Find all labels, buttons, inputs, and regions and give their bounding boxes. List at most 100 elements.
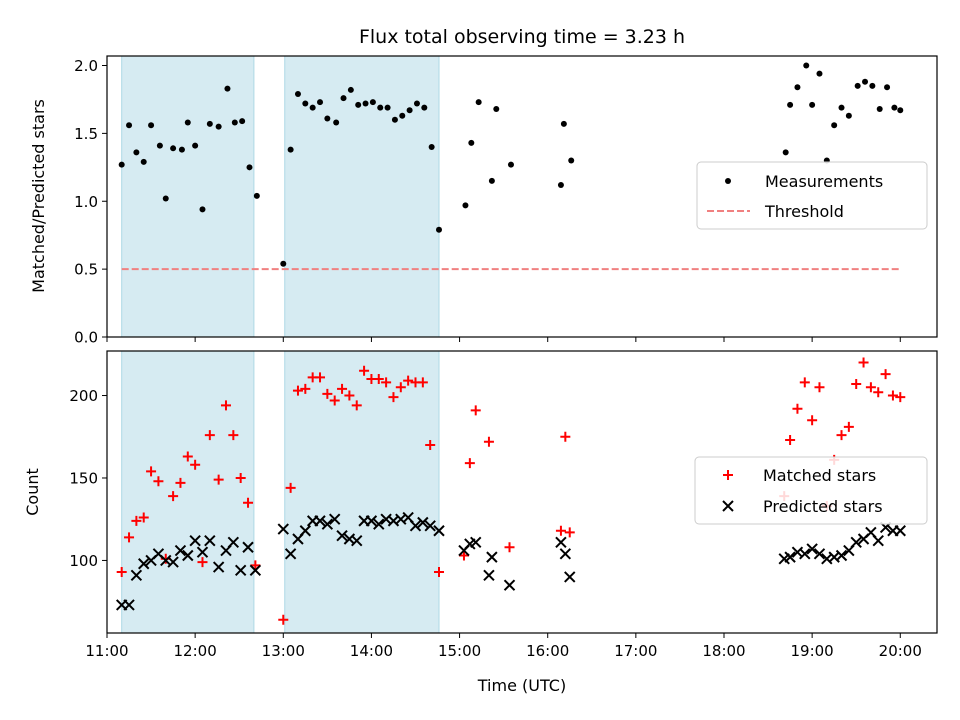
measurement-point: [148, 122, 155, 129]
predicted-star-point: [299, 525, 312, 537]
matched-star-point: [470, 405, 481, 416]
legend-top: Measurements Threshold: [696, 161, 928, 230]
x-tick-label: 11:00: [85, 642, 128, 660]
x-axis-label: Time (UTC): [477, 676, 566, 695]
matched-star-point: [785, 435, 796, 446]
measurement-point: [462, 202, 469, 209]
measurement-point: [428, 143, 435, 150]
matched-star-point: [792, 403, 803, 414]
measurement-point: [809, 101, 816, 108]
measurement-point: [854, 82, 861, 89]
matched-star-point: [873, 387, 884, 398]
matched-star-point: [464, 458, 475, 469]
predicted-star-point: [204, 534, 216, 547]
measurement-point: [140, 158, 147, 165]
measurement-point: [421, 104, 428, 111]
predicted-star-point: [130, 569, 143, 581]
predicted-star-point: [321, 518, 334, 530]
measurement-point: [468, 139, 475, 146]
matched-star-point: [329, 395, 340, 406]
measurement-point: [862, 78, 869, 85]
predicted-star-point: [314, 515, 326, 527]
matched-star-point: [865, 382, 876, 393]
measurement-point: [178, 146, 185, 153]
measurement-point: [891, 104, 898, 111]
matched-star-point: [807, 415, 818, 426]
matched-star-point: [153, 476, 164, 487]
predicted-star-point: [784, 551, 796, 563]
measurement-point: [126, 122, 133, 129]
y-tick-label: 0.5: [74, 261, 98, 279]
measurement-point: [406, 107, 413, 114]
shaded-interval: [284, 55, 440, 338]
measurement-point: [436, 226, 442, 233]
measurement-point: [287, 146, 294, 153]
measurement-point: [215, 123, 222, 130]
measurement-point: [156, 142, 163, 149]
measurement-point: [324, 115, 331, 122]
measurement-point: [884, 84, 891, 91]
measurement-point: [309, 104, 316, 111]
matched-star-point: [337, 383, 348, 394]
x-tick-label: 12:00: [174, 642, 217, 660]
measurement-point: [206, 120, 213, 127]
y-tick-label: 150: [69, 469, 98, 487]
legend-bottom: Matched stars Predicted stars: [694, 456, 928, 525]
measurement-point: [845, 112, 852, 119]
predicted-star-point: [799, 548, 811, 560]
top-panel: 0.0 0.5 1.0 1.5 2.0 Measurements Threshold: [74, 55, 938, 347]
matched-star-point: [146, 466, 157, 477]
predicted-star-point: [234, 564, 247, 577]
shaded-interval: [284, 350, 440, 634]
matched-star-point: [483, 436, 494, 447]
matched-star-point: [799, 377, 810, 388]
matched-star-point: [213, 474, 224, 485]
matched-star-point: [458, 550, 469, 561]
predicted-star-point: [138, 558, 150, 570]
measurement-point: [118, 161, 125, 168]
predicted-star-point: [894, 525, 906, 537]
predicted-star-point: [503, 579, 516, 591]
shaded-interval: [121, 350, 255, 634]
matched-star-point: [564, 527, 575, 538]
shaded-interval: [121, 55, 255, 338]
measurement-point: [377, 104, 384, 111]
x-tick-label: 14:00: [350, 642, 393, 660]
predicted-star-point: [417, 516, 429, 529]
matched-star-point: [895, 392, 906, 403]
y-tick-label: 2.0: [74, 57, 98, 75]
matched-star-point: [250, 560, 261, 571]
matched-star-point: [858, 357, 869, 368]
measurement-point: [803, 62, 810, 69]
predicted-star-point: [409, 520, 422, 532]
measurement-point: [876, 105, 883, 112]
axes-frame: [106, 55, 938, 338]
predicted-star-point: [277, 523, 289, 535]
measurement-point: [391, 116, 398, 123]
matched-star-point: [228, 430, 239, 441]
measurement-point: [557, 181, 564, 188]
matched-star-point: [300, 383, 311, 394]
measurement-point: [199, 206, 206, 213]
measurement-point: [317, 99, 324, 106]
measurement-point: [568, 157, 575, 164]
legend-matched-label: Matched stars: [763, 466, 876, 485]
matched-star-point: [560, 431, 571, 442]
x-tick-label: 19:00: [791, 642, 834, 660]
x-tick-label: 20:00: [879, 642, 922, 660]
y-tick-label: 1.5: [74, 125, 98, 143]
measurement-point: [488, 177, 495, 184]
matched-star-point: [278, 614, 289, 625]
predicted-star-point: [483, 569, 495, 581]
matched-star-point: [880, 369, 891, 380]
y-tick-label: 0.0: [74, 329, 98, 347]
predicted-star-point: [284, 548, 297, 560]
matched-star-point: [175, 477, 186, 488]
matched-star-point: [417, 377, 428, 388]
measurement-point: [133, 149, 140, 156]
x-tick-label: 13:00: [262, 642, 305, 660]
measurement-point: [294, 91, 301, 98]
y-tick-label: 1.0: [74, 193, 98, 211]
y-tick-label: 200: [69, 387, 98, 405]
